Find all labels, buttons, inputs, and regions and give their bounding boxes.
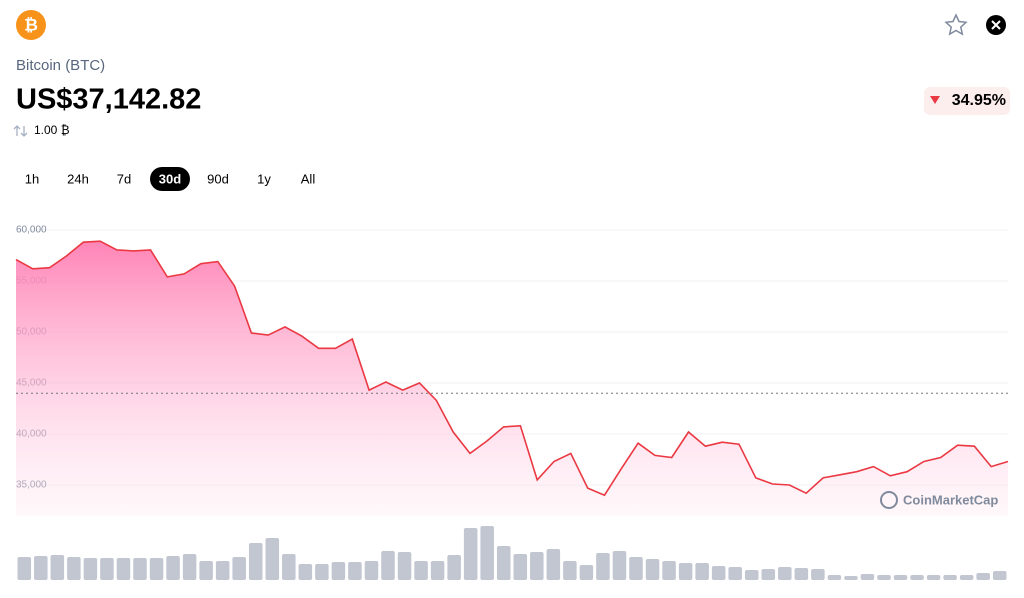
volume-bar bbox=[910, 575, 924, 580]
y-tick-label: 60,000 bbox=[16, 225, 47, 236]
coin-name: Bitcoin (BTC) bbox=[16, 57, 105, 74]
volume-bar bbox=[348, 562, 362, 580]
volume-bar bbox=[331, 562, 346, 580]
volume-bar bbox=[877, 575, 891, 580]
volume-bar bbox=[100, 558, 114, 580]
change-badge bbox=[924, 87, 1010, 115]
volume-bar bbox=[579, 565, 594, 580]
volume-bar bbox=[149, 558, 164, 580]
volume-bar bbox=[232, 557, 246, 580]
volume-bar bbox=[976, 573, 990, 580]
tab[interactable]: 1h bbox=[25, 171, 39, 186]
down-arrow bbox=[930, 96, 940, 104]
volume-bar bbox=[645, 559, 660, 580]
volume-bar bbox=[166, 556, 180, 580]
volume-bar bbox=[381, 551, 395, 580]
volume-bar bbox=[265, 538, 280, 580]
volume-bar bbox=[728, 567, 742, 580]
swap-icon bbox=[13, 125, 28, 137]
star-button[interactable] bbox=[944, 13, 968, 36]
volume-bar bbox=[596, 553, 610, 580]
price-line bbox=[15, 240, 1009, 497]
volume-bar bbox=[629, 557, 643, 580]
volume-bar bbox=[17, 557, 32, 580]
volume-bar bbox=[860, 574, 875, 580]
volume-bar bbox=[315, 564, 329, 580]
price: US$37,142.82 bbox=[16, 84, 201, 116]
close-icon bbox=[991, 20, 1001, 30]
volume-bar bbox=[546, 549, 561, 580]
volume-bar bbox=[811, 569, 825, 580]
tab[interactable]: All bbox=[301, 171, 316, 186]
volume-bar bbox=[298, 564, 313, 580]
volume-bar bbox=[463, 528, 478, 580]
area bbox=[16, 241, 1008, 516]
volume-bar bbox=[199, 561, 213, 580]
volume-bar bbox=[447, 555, 461, 580]
volume-bar bbox=[67, 557, 81, 580]
watermark-logo bbox=[880, 491, 898, 509]
tab[interactable]: 30d bbox=[159, 171, 181, 186]
volume-bar bbox=[744, 570, 759, 580]
amount: 1.00 ₿ bbox=[34, 123, 70, 137]
volume-bar bbox=[133, 558, 147, 580]
watermark: CoinMarketCap bbox=[903, 492, 998, 507]
volume-bar bbox=[844, 576, 858, 580]
volume-bar bbox=[992, 571, 1007, 580]
volume-bar bbox=[662, 561, 676, 580]
change: 34.95% bbox=[952, 92, 1006, 109]
volume-bar bbox=[530, 552, 544, 580]
volume-bar bbox=[83, 558, 98, 580]
volume-bar bbox=[496, 546, 511, 580]
volume-bar bbox=[563, 561, 577, 580]
volume-bar bbox=[612, 551, 627, 580]
volume-bar bbox=[364, 561, 379, 580]
volume-bar bbox=[34, 556, 48, 580]
volume-bar bbox=[943, 575, 957, 580]
tab[interactable]: 24h bbox=[67, 171, 89, 186]
volume-bar bbox=[711, 566, 726, 580]
volume-bar bbox=[215, 561, 230, 580]
volume-bar bbox=[926, 575, 941, 580]
volume-bar bbox=[761, 569, 776, 580]
tab-active-bg bbox=[150, 167, 190, 191]
volume-bar bbox=[116, 558, 131, 580]
volume-bar bbox=[182, 554, 197, 580]
volume-bar bbox=[893, 575, 908, 580]
volume-bar bbox=[695, 563, 709, 580]
volume-bar bbox=[248, 543, 263, 580]
volume-bar bbox=[678, 563, 693, 580]
volume-bar bbox=[959, 575, 974, 580]
volume-bar bbox=[414, 561, 428, 580]
volume-bar bbox=[513, 554, 528, 580]
volume-bar bbox=[794, 568, 809, 580]
volume-bar bbox=[50, 555, 65, 580]
coin-symbol: ₿ bbox=[24, 15, 38, 34]
volume-bar bbox=[827, 575, 842, 580]
coin-icon bbox=[16, 10, 46, 40]
volume-bar bbox=[282, 554, 296, 580]
tab[interactable]: 7d bbox=[117, 171, 131, 186]
volume-bar bbox=[778, 567, 792, 580]
tab[interactable]: 90d bbox=[207, 171, 229, 186]
tab[interactable]: 1y bbox=[257, 171, 271, 186]
volume-bar bbox=[430, 561, 445, 580]
volume-bar bbox=[480, 526, 494, 580]
volume-bar bbox=[397, 552, 412, 580]
